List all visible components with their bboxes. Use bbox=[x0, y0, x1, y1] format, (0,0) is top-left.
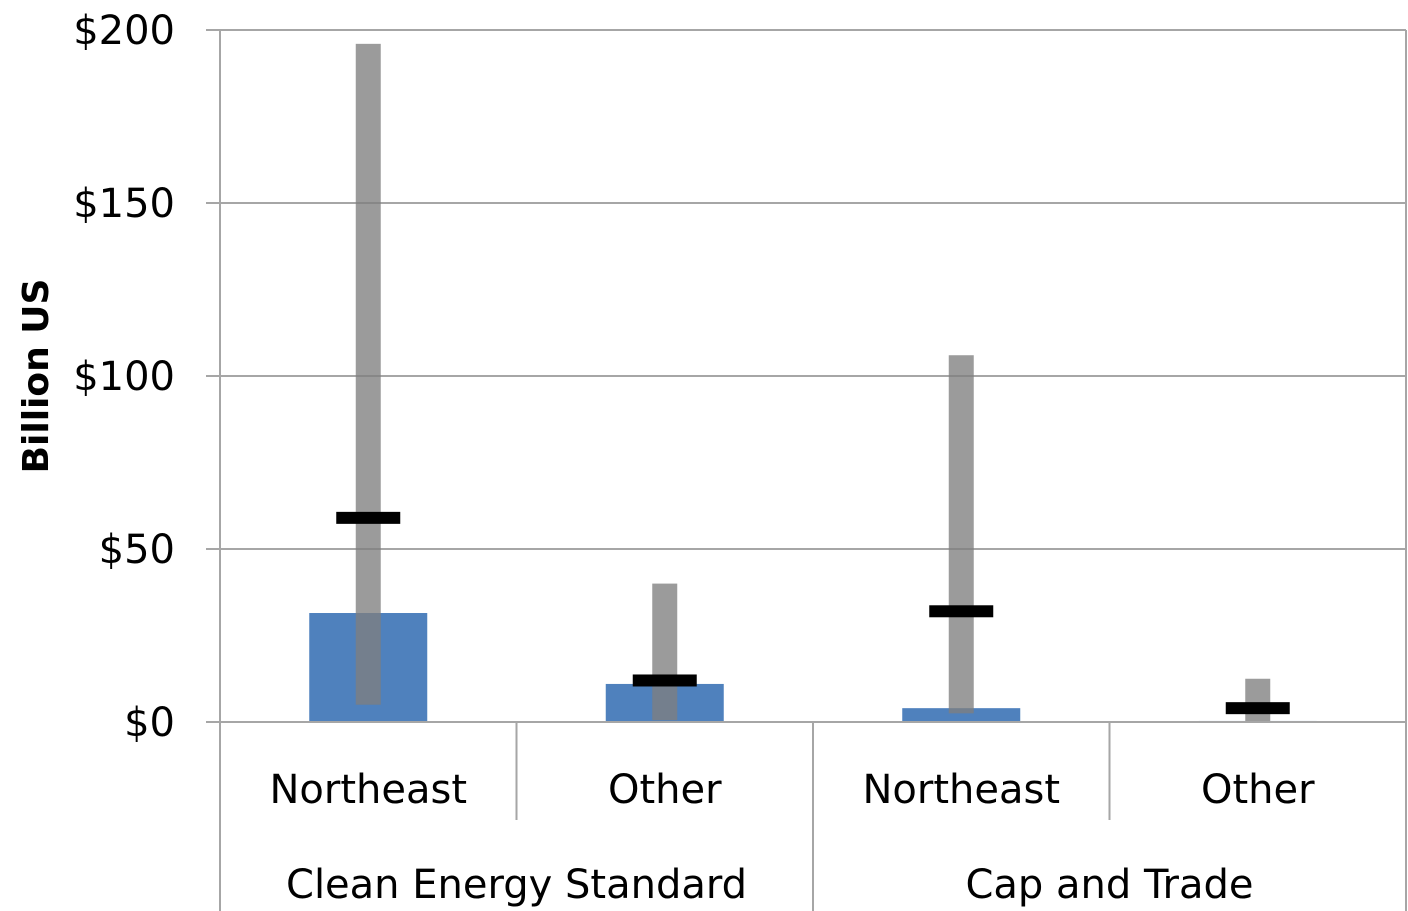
x-axis bbox=[219, 29, 1407, 911]
bar bbox=[902, 708, 1021, 722]
category-label: Northeast bbox=[862, 767, 1060, 813]
y-tick-label: $100 bbox=[73, 354, 175, 400]
group-label: Clean Energy Standard bbox=[286, 862, 747, 908]
range-bar bbox=[1245, 678, 1271, 722]
category-label: Other bbox=[1201, 767, 1315, 813]
range-bar bbox=[355, 43, 381, 705]
category-labels: Northeast Other Northeast Other bbox=[269, 767, 1315, 813]
category-label: Other bbox=[608, 767, 722, 813]
group-labels: Clean Energy Standard Cap and Trade bbox=[286, 862, 1254, 908]
marker bbox=[1225, 702, 1290, 715]
range-bar bbox=[652, 583, 678, 721]
marker bbox=[632, 674, 697, 687]
y-tick-label: $200 bbox=[73, 8, 175, 54]
y-axis-label: Billion US bbox=[16, 279, 57, 474]
range-bar bbox=[948, 355, 974, 714]
ranges bbox=[355, 43, 1271, 722]
bars bbox=[309, 613, 1317, 722]
group-label: Cap and Trade bbox=[965, 862, 1253, 908]
marker bbox=[929, 605, 994, 618]
marker bbox=[336, 511, 401, 524]
y-tick-label: $150 bbox=[73, 181, 175, 227]
category-label: Northeast bbox=[269, 767, 467, 813]
markers bbox=[336, 511, 1290, 715]
y-tick-label: $50 bbox=[99, 527, 175, 573]
y-axis-ticks: $0 $50 $100 $150 $200 bbox=[73, 8, 175, 746]
y-tick-label: $0 bbox=[124, 700, 175, 746]
